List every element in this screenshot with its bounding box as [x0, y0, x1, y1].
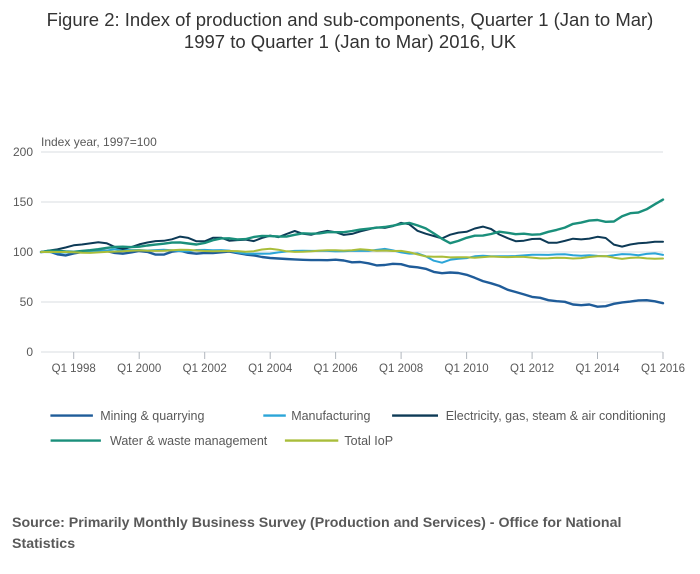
svg-text:Q1 1998: Q1 1998: [52, 363, 96, 375]
svg-text:Mining & quarrying: Mining & quarrying: [100, 409, 204, 423]
svg-text:100: 100: [13, 245, 33, 259]
svg-text:200: 200: [13, 145, 33, 159]
svg-text:0: 0: [26, 345, 33, 359]
svg-text:150: 150: [13, 195, 33, 209]
svg-text:Electricity, gas, steam & air: Electricity, gas, steam & air conditioni…: [446, 409, 666, 423]
svg-text:Water & waste management: Water & waste management: [110, 434, 268, 448]
svg-text:Q1 2010: Q1 2010: [445, 363, 489, 375]
svg-text:Q1 2000: Q1 2000: [117, 363, 161, 375]
svg-text:Q1 2006: Q1 2006: [314, 363, 358, 375]
svg-text:Q1 2014: Q1 2014: [575, 363, 620, 375]
svg-text:Q1 2004: Q1 2004: [248, 363, 293, 375]
svg-text:Manufacturing: Manufacturing: [291, 409, 370, 423]
svg-text:Q1 2016: Q1 2016: [641, 363, 685, 375]
svg-text:Total IoP: Total IoP: [344, 434, 393, 448]
svg-text:Index year, 1997=100: Index year, 1997=100: [41, 135, 157, 149]
svg-text:Q1 2012: Q1 2012: [510, 363, 554, 375]
svg-text:Q1 2008: Q1 2008: [379, 363, 423, 375]
svg-text:Q1 2002: Q1 2002: [183, 363, 227, 375]
svg-text:50: 50: [20, 295, 34, 309]
